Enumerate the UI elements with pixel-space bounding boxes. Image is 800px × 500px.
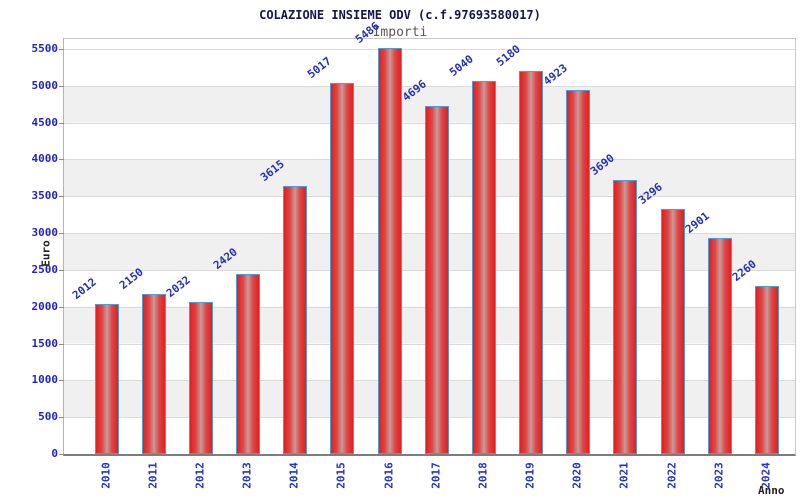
y-tick-label: 2500 — [31, 262, 59, 276]
bar — [424, 106, 449, 454]
x-tick-label: 2011 — [146, 462, 160, 489]
chart-subtitle: Importi — [372, 25, 428, 40]
bar — [519, 70, 544, 454]
gridline — [64, 49, 795, 50]
x-tick-label: 2020 — [570, 462, 584, 489]
y-tick-label: 3000 — [31, 226, 59, 240]
x-tick-label: 2018 — [476, 462, 490, 489]
y-tick-label: 3500 — [31, 189, 59, 203]
y-tick-mark — [59, 85, 64, 87]
bar — [94, 303, 119, 454]
bar — [377, 48, 402, 454]
bar-value-label: 2260 — [729, 257, 759, 284]
bar — [613, 180, 638, 454]
bar-value-label: 3615 — [258, 157, 288, 184]
x-tick-label: 2016 — [382, 462, 396, 489]
plot-area: 2012 2150 2032 2420 3615 5017 5486 4696 5040 5180… — [59, 19, 796, 456]
x-tick-label: 2023 — [712, 462, 726, 489]
x-tick-label: 2014 — [287, 462, 301, 489]
y-tick-label: 4000 — [31, 152, 59, 166]
x-tick-label: 2013 — [240, 462, 254, 489]
gridline — [64, 85, 795, 87]
y-tick-label: 1500 — [31, 336, 59, 350]
y-tick-label: 4500 — [31, 115, 59, 129]
x-tick-label: 2017 — [429, 462, 443, 489]
bar — [566, 89, 591, 454]
bar-value-label: 5017 — [305, 54, 335, 81]
bar-value-label: 2032 — [163, 273, 193, 301]
bar-value-label: 3690 — [588, 151, 618, 179]
bar — [283, 185, 308, 454]
bar-value-label: 5040 — [446, 52, 476, 79]
x-tick-label: 2021 — [617, 462, 631, 489]
bar — [141, 293, 166, 454]
bar — [236, 273, 260, 454]
y-tick-mark — [59, 196, 64, 198]
y-tick-label: 2000 — [31, 299, 59, 313]
bar-value-label: 4696 — [399, 77, 429, 105]
y-tick-mark — [59, 454, 64, 455]
y-tick-label: 5500 — [31, 42, 59, 55]
y-tick-label: 5000 — [31, 78, 59, 92]
y-tick-mark — [59, 122, 64, 124]
y-tick-mark — [59, 380, 64, 382]
y-tick-label: 1000 — [31, 373, 59, 387]
bar — [707, 238, 732, 454]
x-tick-label: 2010 — [99, 462, 112, 489]
x-tick-label: 2012 — [193, 462, 207, 489]
x-tick-label: 2019 — [523, 462, 537, 489]
plot-top-margin — [64, 39, 795, 49]
bar — [660, 209, 685, 454]
bar — [754, 285, 779, 454]
bar-value-label: 2012 — [69, 275, 99, 302]
x-axis-label: Anno — [758, 484, 785, 497]
y-tick-mark — [59, 269, 64, 271]
bar — [330, 82, 355, 454]
y-tick-label: 0 — [51, 447, 58, 460]
x-tick-label: 2022 — [665, 462, 679, 489]
y-tick-mark — [59, 417, 64, 419]
bar — [471, 80, 496, 454]
y-tick-label: 500 — [38, 410, 58, 424]
chart-title: COLAZIONE INSIEME ODV (c.f.97693580017) — [259, 8, 541, 22]
bar — [188, 302, 213, 454]
y-tick-mark — [59, 49, 64, 50]
x-tick-label: 2015 — [334, 462, 348, 489]
y-tick-mark — [59, 233, 64, 235]
y-tick-mark — [59, 306, 64, 308]
bar-value-label: 4923 — [541, 60, 571, 88]
bar-value-label: 2420 — [210, 245, 240, 272]
bar-value-label: 3296 — [635, 180, 665, 208]
y-tick-mark — [59, 343, 64, 345]
y-tick-mark — [59, 159, 64, 161]
